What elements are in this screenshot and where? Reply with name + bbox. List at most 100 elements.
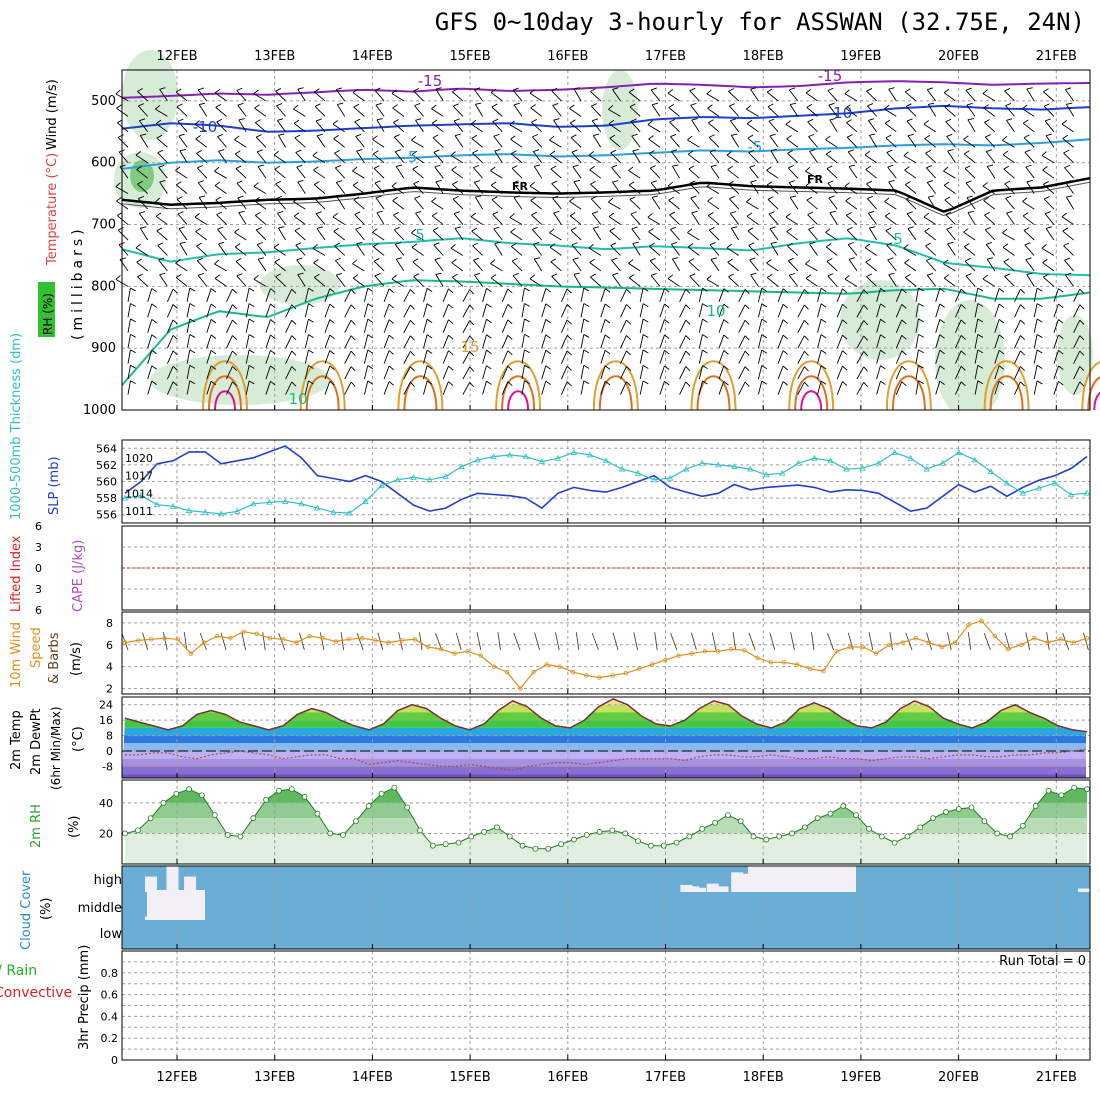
wind-barb-flag (604, 288, 611, 293)
wind-barb (620, 288, 627, 303)
wind-barb-flag (670, 134, 677, 138)
rh2m-marker (545, 845, 552, 852)
wind-barb-flag (744, 319, 750, 325)
wind-barb-flag (960, 319, 966, 325)
wind-barb-flag (702, 303, 708, 308)
wind-barb (324, 319, 331, 333)
wind-barb-flag (140, 133, 147, 136)
wind-barb (442, 319, 449, 333)
wind-barb (708, 229, 720, 241)
wind-barb-flag (863, 381, 869, 388)
wind-barb (836, 304, 843, 318)
wind-barb-flag (336, 272, 343, 276)
isotherm-warm-cell (305, 375, 340, 411)
wind-barb-flag (647, 120, 653, 125)
wind-barb (462, 289, 471, 303)
wind-barb-flag (313, 166, 319, 171)
thickness-marker (474, 456, 481, 463)
wind-barb-flag (253, 182, 259, 187)
wind-speed-marker (228, 636, 233, 641)
wind-barb-flag (985, 134, 991, 138)
wind-barb (667, 185, 680, 195)
wind-barb (1022, 201, 1035, 210)
wind-barb-flag (236, 180, 243, 184)
rh2m-marker (904, 833, 911, 840)
wind-barb (235, 261, 247, 272)
wind-barb-flag (198, 272, 204, 276)
wind-barb (612, 89, 621, 102)
wind-barb (442, 365, 449, 380)
wind-barb (844, 278, 858, 287)
wind-barb-flag (513, 195, 520, 199)
wind-barb (285, 335, 293, 349)
wind-barb (394, 151, 405, 164)
wind-barb-flag (217, 133, 224, 137)
wind-barb (116, 122, 129, 133)
wind-barb (304, 303, 309, 318)
wind-barb-flag (827, 87, 834, 91)
wind-barb (906, 120, 917, 133)
wind-barb (963, 231, 976, 241)
wind-barb-flag (651, 102, 658, 106)
thickness-marker (266, 498, 273, 505)
wind-barb-flag (469, 289, 475, 295)
wind-barb (964, 168, 976, 179)
wind-barb-flag (573, 87, 580, 90)
wind-barb-flag (391, 89, 397, 94)
wind-barb-flag (248, 303, 255, 308)
wind-barb-flag (470, 212, 477, 218)
wind-barb (1014, 350, 1021, 364)
wind-barb (403, 289, 411, 303)
wind-barb-flag (723, 365, 729, 371)
wind-barb-flag (1003, 165, 1010, 170)
wind-barb-flag (885, 134, 892, 139)
wind-barb-flag (1079, 381, 1085, 387)
wind-barb-flag (611, 164, 618, 168)
wind-barb (324, 365, 331, 380)
wind-barb (462, 320, 471, 333)
wind-barb (1053, 319, 1059, 333)
wind-barb (177, 120, 188, 133)
isotherm-warm-cell (983, 360, 1030, 411)
wind-barb-10m (591, 632, 599, 651)
wind-barb (612, 181, 621, 194)
cloud-fraction-bar (706, 883, 719, 892)
wind-barb-flag (1020, 288, 1026, 294)
y-tick-label: 900 (91, 341, 116, 356)
wind-barb-flag (1002, 135, 1008, 141)
wind-barb (462, 304, 471, 318)
wind-barb (363, 380, 369, 395)
rh2m-marker (968, 804, 975, 811)
wind-barb-flag (767, 103, 774, 108)
wind-barb (1033, 380, 1038, 395)
wind-barb (304, 288, 309, 302)
wind-barb (297, 88, 306, 102)
wind-barb-flag (591, 103, 597, 107)
wind-barb (391, 185, 405, 195)
y-tick-label: 0.4 (101, 1010, 119, 1023)
wind-barb (749, 167, 759, 179)
wind-barb (1063, 152, 1074, 164)
wind-barb (786, 231, 799, 241)
wind-barb-flag (1043, 181, 1049, 185)
wind-barb (807, 121, 818, 133)
wind-barb-flag (255, 134, 262, 138)
wind-barb (118, 151, 129, 164)
wind-barb (805, 185, 818, 195)
wind-barb-flag (159, 180, 166, 183)
wind-barb-flag (708, 227, 715, 231)
wind-speed-marker (412, 637, 418, 642)
wind-barb (297, 274, 306, 287)
wind-barb-flag (1036, 287, 1043, 292)
wind-barb-flag (626, 288, 632, 294)
wind-barb-flag (926, 165, 933, 169)
wind-barb-flag (880, 365, 886, 370)
wind-barb (511, 260, 523, 272)
wind-barb (166, 335, 174, 349)
y-tick-label: 500 (91, 94, 116, 109)
wind-barb (590, 91, 602, 102)
wind-barb-10m (827, 632, 835, 651)
wind-barb-flag (804, 350, 809, 356)
wind-barb (836, 288, 843, 302)
wind-barb-flag (375, 195, 382, 199)
